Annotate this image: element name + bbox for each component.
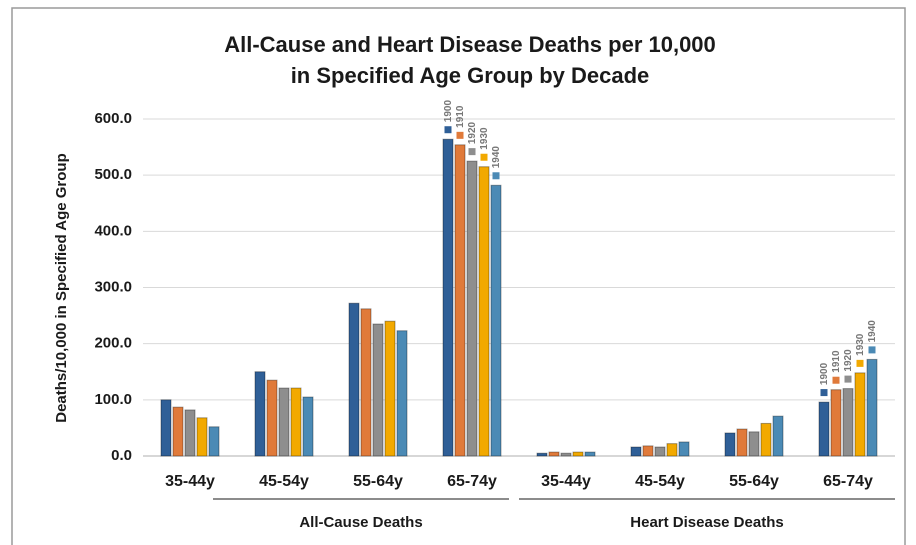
bar — [184, 409, 196, 457]
y-tick-label: 200.0 — [94, 335, 132, 352]
group-label: Heart Disease Deaths — [630, 514, 783, 531]
bar — [572, 451, 584, 457]
bar — [548, 451, 560, 457]
bar — [254, 371, 266, 457]
bar — [772, 415, 784, 457]
group-label: All-Cause Deaths — [299, 514, 422, 531]
y-tick-label: 100.0 — [94, 391, 132, 408]
bar — [560, 452, 572, 457]
legend-swatch — [468, 148, 476, 156]
legend-label: 1910 — [455, 105, 466, 128]
bar — [478, 166, 490, 457]
bar — [748, 431, 760, 457]
bar — [208, 426, 220, 457]
bar — [736, 428, 748, 457]
bar — [290, 387, 302, 457]
bar — [866, 358, 878, 457]
legend-label: 1920 — [843, 349, 854, 372]
bar — [348, 302, 360, 457]
legend-label: 1930 — [855, 333, 866, 356]
bar — [584, 451, 596, 457]
x-tick-label: 45-54y — [635, 473, 685, 490]
bar — [396, 330, 408, 457]
legend-swatch — [820, 389, 828, 397]
bar — [760, 422, 772, 457]
x-tick-label: 65-74y — [823, 473, 873, 490]
chart-title: All-Cause and Heart Disease Deaths per 1… — [224, 32, 716, 57]
bar — [830, 389, 842, 457]
bar — [266, 379, 278, 457]
legend-swatch — [456, 131, 464, 139]
bar — [466, 160, 478, 457]
x-tick-label: 65-74y — [447, 473, 497, 490]
legend-swatch — [844, 375, 852, 383]
x-tick-label: 45-54y — [259, 473, 309, 490]
bar — [818, 401, 830, 457]
legend-swatch — [492, 172, 500, 180]
bar — [490, 184, 502, 457]
bar — [724, 432, 736, 457]
x-tick-label: 55-64y — [353, 473, 403, 490]
legend-swatch — [480, 153, 488, 161]
chart-title: in Specified Age Group by Decade — [291, 63, 650, 88]
legend-label: 1920 — [467, 121, 478, 144]
bar — [654, 446, 666, 457]
x-tick-label: 35-44y — [165, 473, 215, 490]
bar — [842, 388, 854, 457]
legend-label: 1900 — [443, 100, 454, 123]
legend-label: 1930 — [479, 127, 490, 150]
y-tick-label: 0.0 — [111, 447, 132, 464]
y-tick-label: 600.0 — [94, 110, 132, 127]
x-tick-label: 55-64y — [729, 473, 779, 490]
bar — [172, 406, 184, 457]
chart-border — [11, 7, 906, 545]
legend-label: 1940 — [491, 146, 502, 169]
y-axis-title: Deaths/10,000 in Specified Age Group — [53, 153, 70, 423]
legend-swatch — [868, 346, 876, 354]
bar — [372, 323, 384, 457]
bar — [642, 445, 654, 457]
bar — [360, 308, 372, 457]
bar — [384, 320, 396, 457]
bar — [536, 452, 548, 457]
bar — [278, 387, 290, 457]
y-tick-label: 500.0 — [94, 166, 132, 183]
legend-label: 1900 — [819, 362, 830, 385]
bar — [854, 372, 866, 457]
legend-swatch — [444, 126, 452, 134]
bar — [630, 446, 642, 457]
bar — [302, 396, 314, 457]
bar — [160, 399, 172, 457]
legend-swatch — [856, 359, 864, 367]
legend-label: 1910 — [831, 350, 842, 373]
bar — [678, 441, 690, 457]
bar — [454, 144, 466, 457]
bar — [442, 138, 454, 457]
legend-swatch — [832, 376, 840, 384]
legend-label: 1940 — [867, 320, 878, 343]
bar — [666, 443, 678, 457]
x-tick-label: 35-44y — [541, 473, 591, 490]
y-tick-label: 400.0 — [94, 222, 132, 239]
y-tick-label: 300.0 — [94, 278, 132, 295]
bar — [196, 417, 208, 457]
